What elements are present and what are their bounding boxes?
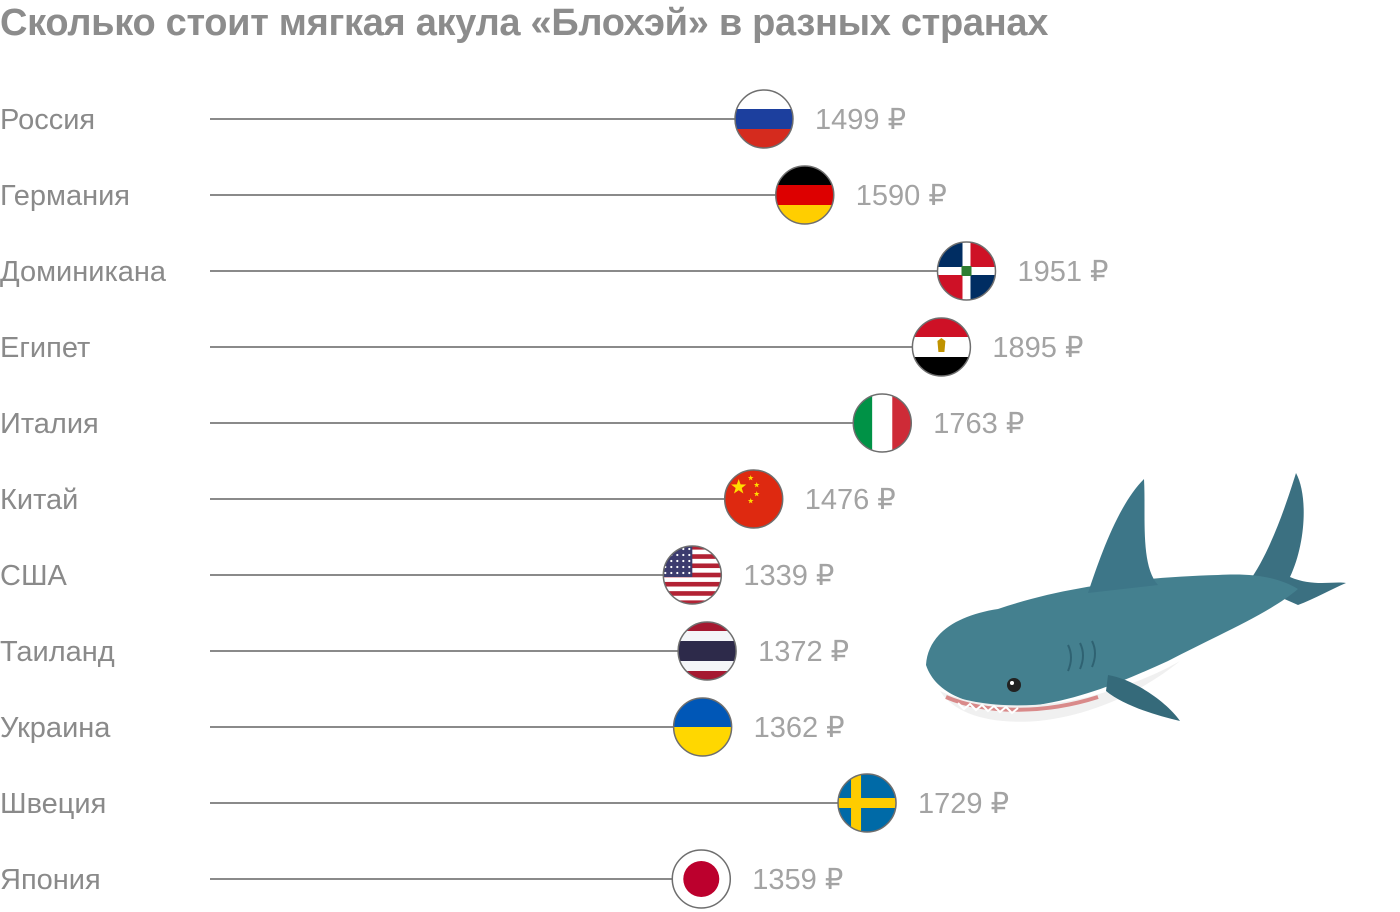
flag-thailand-icon xyxy=(677,621,737,681)
flag-japan-icon xyxy=(671,849,732,909)
flag-usa-icon xyxy=(662,545,723,605)
price-label: 1590 ₽ xyxy=(856,180,947,212)
country-label: Таиланд xyxy=(0,636,115,668)
flag-sweden-icon xyxy=(837,773,897,833)
country-label: Германия xyxy=(0,180,130,212)
flag-egypt-icon xyxy=(911,317,972,377)
country-label: Украина xyxy=(0,712,111,744)
price-label: 1362 ₽ xyxy=(754,712,845,744)
flag-ukraine-icon xyxy=(672,697,733,757)
country-label: Россия xyxy=(0,104,95,136)
flag-china-icon xyxy=(723,469,784,529)
price-label: 1372 ₽ xyxy=(758,636,849,668)
price-label: 1339 ₽ xyxy=(743,560,834,592)
country-label: Китай xyxy=(0,484,78,516)
country-label: Швеция xyxy=(0,788,106,820)
country-label: Италия xyxy=(0,408,99,440)
price-label: 1763 ₽ xyxy=(933,408,1024,440)
price-label: 1499 ₽ xyxy=(815,104,906,136)
flag-dominican-republic-icon xyxy=(936,241,997,301)
country-label: Египет xyxy=(0,332,90,364)
flag-italy-icon xyxy=(852,393,913,453)
price-label: 1729 ₽ xyxy=(918,788,1009,820)
flag-germany-icon xyxy=(775,165,835,225)
price-label: 1895 ₽ xyxy=(992,332,1083,364)
shark-plush-image xyxy=(926,473,1346,722)
country-label: Япония xyxy=(0,864,101,896)
chart-title: Сколько стоит мягкая акула «Блохэй» в ра… xyxy=(0,2,1049,44)
price-label: 1951 ₽ xyxy=(1017,256,1108,288)
price-label: 1476 ₽ xyxy=(805,484,896,516)
country-label: США xyxy=(0,560,68,592)
price-label: 1359 ₽ xyxy=(752,864,843,896)
country-label: Доминикана xyxy=(0,256,167,288)
flag-russia-icon xyxy=(734,89,794,149)
